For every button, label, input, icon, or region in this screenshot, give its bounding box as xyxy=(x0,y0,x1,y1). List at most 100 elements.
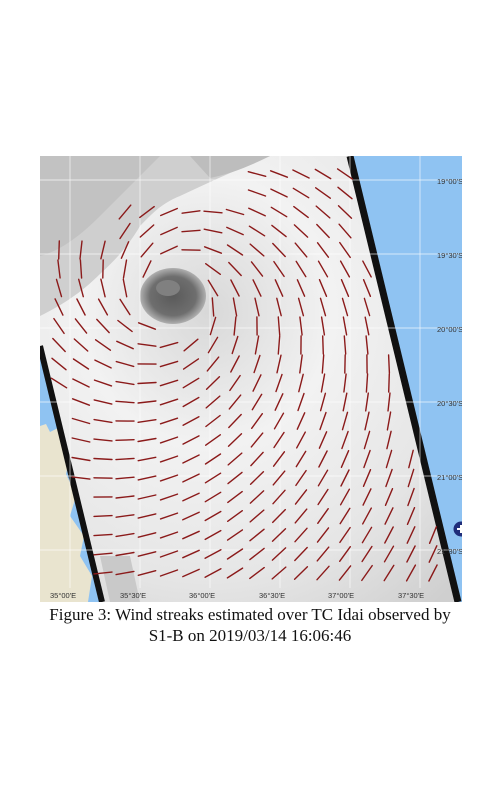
wind-streak xyxy=(115,514,135,518)
wind-streak xyxy=(405,564,417,582)
wind-streak xyxy=(296,431,306,449)
wind-streak xyxy=(231,335,239,355)
wind-streak xyxy=(204,472,222,484)
wind-streak xyxy=(386,411,392,431)
wind-streak xyxy=(317,488,329,506)
wind-streak xyxy=(292,169,310,179)
wind-streak xyxy=(115,570,135,576)
wind-streak xyxy=(159,569,179,577)
wind-streak xyxy=(205,414,221,428)
wind-streak xyxy=(115,551,135,557)
wind-streak xyxy=(384,488,394,506)
lon-label: 37°30'E xyxy=(398,591,424,600)
wind-streak xyxy=(364,316,370,336)
wind-streak xyxy=(294,242,308,258)
wind-streak xyxy=(293,566,309,580)
wind-streak xyxy=(319,392,327,412)
wind-streak xyxy=(93,379,113,387)
wind-streak xyxy=(406,526,416,544)
wind-streak xyxy=(317,469,329,487)
wind-streak xyxy=(295,450,307,468)
plus-circle-icon[interactable] xyxy=(453,521,463,537)
wind-streaks xyxy=(50,168,438,582)
wind-streak xyxy=(203,228,223,234)
wind-streak xyxy=(383,545,395,563)
wind-streak xyxy=(388,373,390,393)
wind-streak xyxy=(225,208,245,216)
wind-streak xyxy=(338,223,352,239)
wind-streak xyxy=(248,207,266,217)
wind-streak xyxy=(137,551,157,557)
wind-streak xyxy=(209,316,217,336)
wind-streak xyxy=(249,490,265,504)
wind-streak xyxy=(249,547,265,561)
wind-streak xyxy=(227,433,243,447)
wind-streak xyxy=(362,469,372,487)
wind-streak xyxy=(76,298,86,316)
wind-streak xyxy=(51,357,67,371)
wind-streak xyxy=(252,374,262,392)
wind-streak xyxy=(93,457,113,461)
wind-streak xyxy=(71,417,91,425)
wind-streak xyxy=(137,381,157,385)
wind-streak xyxy=(319,297,327,317)
wind-streak xyxy=(250,451,264,467)
wind-streak xyxy=(361,526,373,544)
wind-streak xyxy=(272,451,286,467)
wind-streak xyxy=(72,358,90,370)
wind-streak xyxy=(315,205,331,219)
wind-streak xyxy=(96,318,110,334)
wind-streak xyxy=(271,508,287,524)
lon-label: 36°30'E xyxy=(259,591,285,600)
wind-streak xyxy=(74,318,88,334)
wind-streak xyxy=(94,359,112,369)
wind-streak xyxy=(365,335,369,355)
wind-streak xyxy=(385,468,393,488)
wind-streak xyxy=(137,513,157,519)
lat-label: 20°30'S xyxy=(437,399,462,408)
wind-streak xyxy=(407,487,415,507)
wind-streak xyxy=(233,316,237,336)
wind-streak xyxy=(182,377,200,389)
wind-streak xyxy=(249,509,265,523)
wind-streak xyxy=(272,242,286,258)
wind-streak xyxy=(159,417,179,425)
wind-streak xyxy=(408,449,414,469)
wind-streak xyxy=(119,298,131,316)
wind-streak xyxy=(337,186,353,200)
wind-streak xyxy=(93,552,113,556)
wind-streak xyxy=(226,510,244,522)
wind-streak xyxy=(182,416,200,426)
wind-streak xyxy=(139,224,155,238)
wind-streak xyxy=(117,319,133,333)
wind-streak xyxy=(115,457,135,461)
wind-streak xyxy=(228,394,242,410)
wind-streak xyxy=(271,224,287,238)
wind-streak xyxy=(337,205,353,219)
wind-streak xyxy=(316,565,330,581)
lat-label: 20°00'S xyxy=(437,325,462,334)
wind-streak xyxy=(159,493,179,501)
wind-streak xyxy=(336,168,354,180)
wind-streak xyxy=(428,526,438,544)
wind-streak xyxy=(116,340,134,350)
lon-label: 36°00'E xyxy=(189,591,215,600)
wind-streak xyxy=(159,360,179,368)
wind-streak xyxy=(275,373,283,393)
wind-streak xyxy=(296,279,306,297)
sar-swath xyxy=(40,156,458,602)
wind-streak xyxy=(115,439,135,441)
wind-streak xyxy=(226,529,244,541)
wind-streak xyxy=(140,242,154,258)
swath-edge-left xyxy=(40,345,105,602)
wind-streak xyxy=(137,475,157,481)
wind-streak xyxy=(100,240,106,260)
wind-streak xyxy=(137,437,157,443)
wind-streak xyxy=(204,434,222,446)
wind-streak xyxy=(182,396,200,408)
wind-streak xyxy=(340,450,350,468)
wind-streak xyxy=(428,545,438,563)
wind-streak xyxy=(97,298,109,316)
swath-edge-right xyxy=(346,156,462,602)
wind-streak xyxy=(361,545,373,563)
